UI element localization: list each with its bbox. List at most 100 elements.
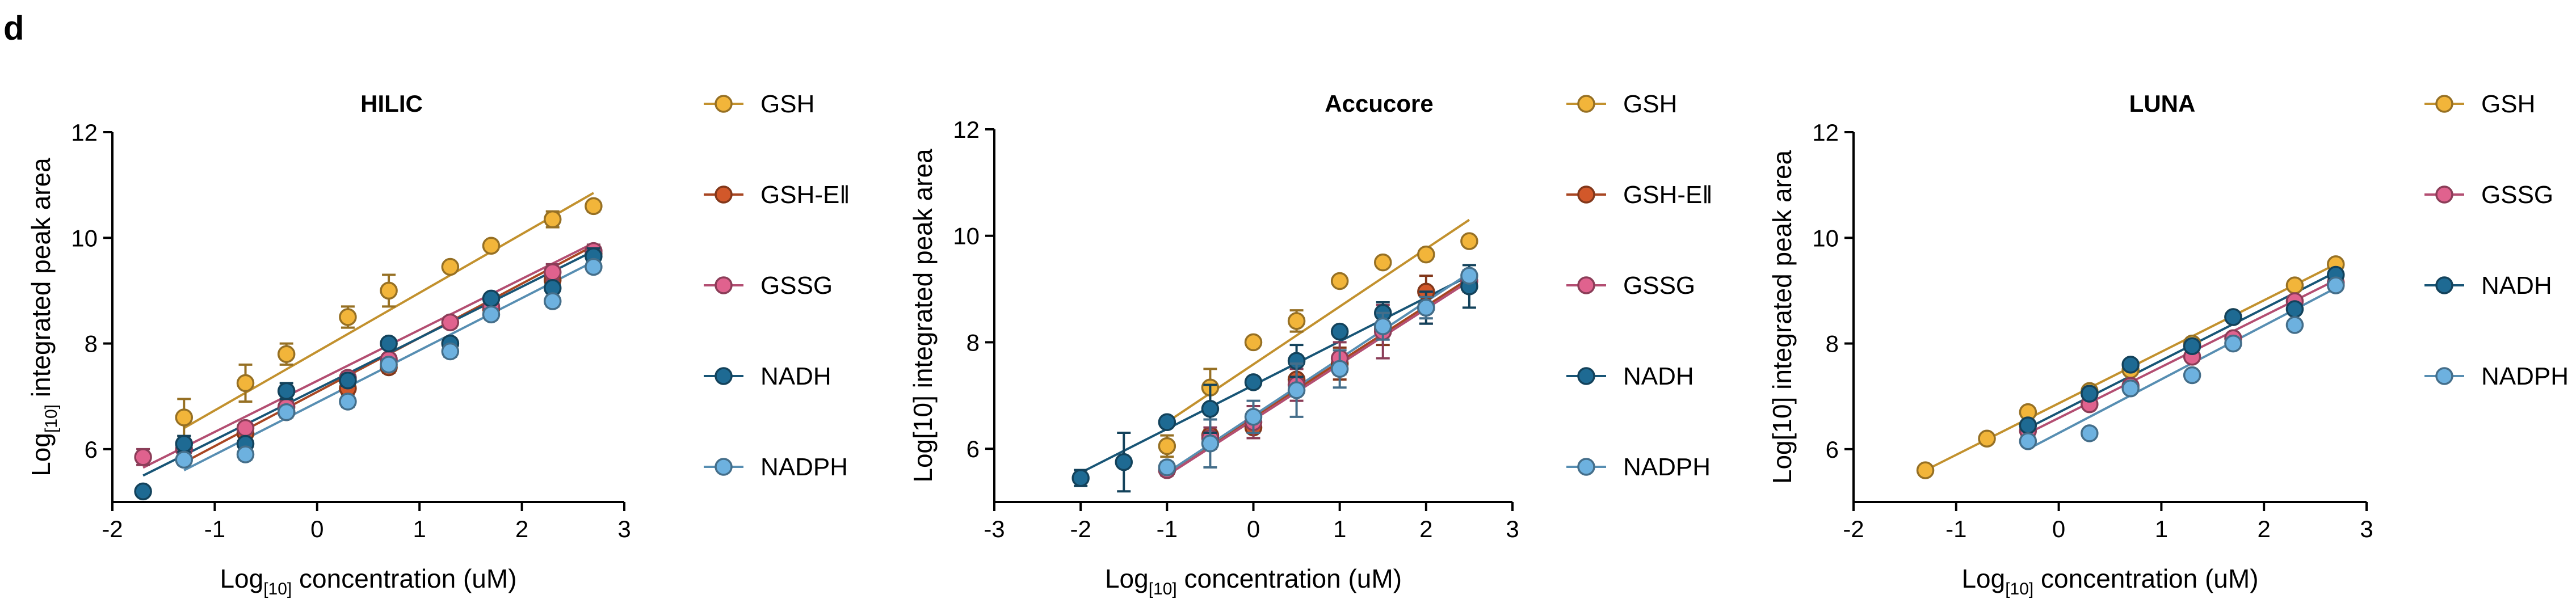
plot-area [1916, 255, 2345, 479]
x-axis-label-subscript: [10] [2005, 580, 2033, 598]
x-tick-label: 3 [1506, 516, 1519, 542]
x-tick-label: 2 [515, 516, 528, 542]
legend-marker [715, 95, 733, 113]
y-axis-label: Log[10] integrated peak area [1767, 150, 1797, 484]
x-tick-label: 1 [1333, 516, 1346, 542]
x-tick-label: -1 [204, 516, 225, 542]
x-tick-label: 3 [617, 516, 631, 542]
chart-title: Accucore [1325, 90, 1433, 117]
x-tick-label: -3 [984, 516, 1005, 542]
x-tick-label: 1 [413, 516, 426, 542]
data-point-nadph [2183, 366, 2201, 385]
y-axis-label: Log[10] integrated peak area [26, 158, 61, 476]
data-point-nadh [380, 334, 398, 353]
legend-marker [1577, 367, 1595, 385]
legend: GSH GSSG NADH NADPH [2424, 90, 2569, 390]
legend-label: GSSG [1623, 272, 1695, 299]
legend-marker [2435, 367, 2453, 385]
data-point-nadph [380, 356, 398, 374]
y-tick-label: 6 [966, 436, 980, 462]
x-tick-label: 0 [1247, 516, 1260, 542]
data-point-gsh [1287, 312, 1306, 330]
plot-area [1071, 218, 1478, 493]
data-point-gsh [1330, 272, 1349, 290]
legend-marker [1577, 458, 1595, 476]
y-tick-label: 12 [1812, 119, 1839, 146]
data-point-gsh [1244, 333, 1263, 352]
data-point-gsh [339, 308, 357, 326]
data-point-nadh [2285, 300, 2304, 318]
data-point-nadh [2224, 308, 2242, 326]
data-point-nadph [1244, 408, 1263, 426]
x-axis-label: Log[10] concentration (uM) [1105, 564, 1402, 598]
x-axis-label-subscript: [10] [263, 580, 292, 598]
x-tick-label: -1 [1945, 516, 1966, 542]
x-tick-label: -1 [1157, 516, 1178, 542]
y-tick-label: 8 [1826, 331, 1839, 357]
data-point-gsh [1460, 232, 1478, 250]
data-point-gsh [482, 237, 501, 255]
y-axis-label-part: Log [26, 433, 56, 476]
legend-marker [1577, 276, 1595, 294]
legend-marker [715, 185, 733, 204]
fit-line-nadph [2027, 286, 2337, 450]
legend-label: GSH [2481, 90, 2535, 118]
data-point-gsh [380, 281, 398, 300]
legend-label: GSSG [2481, 181, 2553, 209]
legend: GSH GSH-Eǁ GSSG NADH NADPH [704, 90, 850, 481]
data-point-nadh [339, 372, 357, 390]
data-point-nadph [2224, 334, 2242, 353]
legend-marker [2435, 276, 2453, 294]
data-point-nadph [441, 342, 460, 361]
data-point-gsh [585, 197, 603, 216]
data-point-nadph [2081, 424, 2099, 442]
fit-line-gssg [2027, 279, 2337, 434]
data-point-nadh [1158, 413, 1176, 431]
y-axis-label-subscript: [10] [42, 404, 61, 433]
data-point-gsh [1158, 437, 1176, 455]
data-point-gsh [441, 258, 460, 276]
data-point-nadph [1374, 317, 1392, 336]
data-point-gsh [1417, 245, 1435, 264]
data-point-nadh [2121, 356, 2140, 374]
data-point-nadh [1115, 453, 1133, 471]
data-point-nadph [1417, 298, 1435, 317]
data-point-nadph [1460, 267, 1478, 285]
data-point-nadph [1201, 434, 1220, 453]
x-axis-label-part: concentration (uM) [292, 564, 516, 593]
legend-label: GSH [1623, 90, 1677, 118]
x-tick-label: -2 [1843, 516, 1864, 542]
legend-marker [2435, 185, 2453, 204]
data-point-gsh [277, 345, 296, 363]
fit-line-nadh [1080, 275, 1470, 474]
x-axis-label-part: Log [1105, 564, 1149, 593]
data-point-nadph [2019, 432, 2037, 450]
data-point-nadh [482, 289, 501, 308]
x-tick-label: 0 [310, 516, 323, 542]
data-point-gssg [134, 448, 152, 466]
x-tick-label: 3 [2360, 516, 2373, 542]
data-point-gsh [1978, 429, 1996, 448]
data-point-nadh [1201, 400, 1220, 418]
data-point-gssg [236, 419, 255, 437]
data-point-nadph [543, 292, 562, 310]
data-point-nadph [1158, 458, 1176, 476]
y-tick-label: 8 [966, 329, 980, 356]
y-tick-label: 10 [953, 223, 980, 250]
data-point-nadh [1244, 373, 1263, 391]
x-tick-label: 2 [2258, 516, 2271, 542]
legend-marker [715, 458, 733, 476]
x-axis-label: Log[10] concentration (uM) [220, 564, 516, 598]
data-point-nadh [1071, 469, 1090, 487]
y-tick-label: 8 [85, 331, 98, 357]
x-tick-label: 1 [2155, 516, 2168, 542]
data-point-gsh [236, 374, 255, 393]
legend-marker [1577, 185, 1595, 204]
data-point-gsh [2285, 276, 2304, 294]
legend-label: NADH [1623, 362, 1694, 390]
x-axis-label-part: Log [220, 564, 263, 593]
legend-marker [1577, 95, 1595, 113]
